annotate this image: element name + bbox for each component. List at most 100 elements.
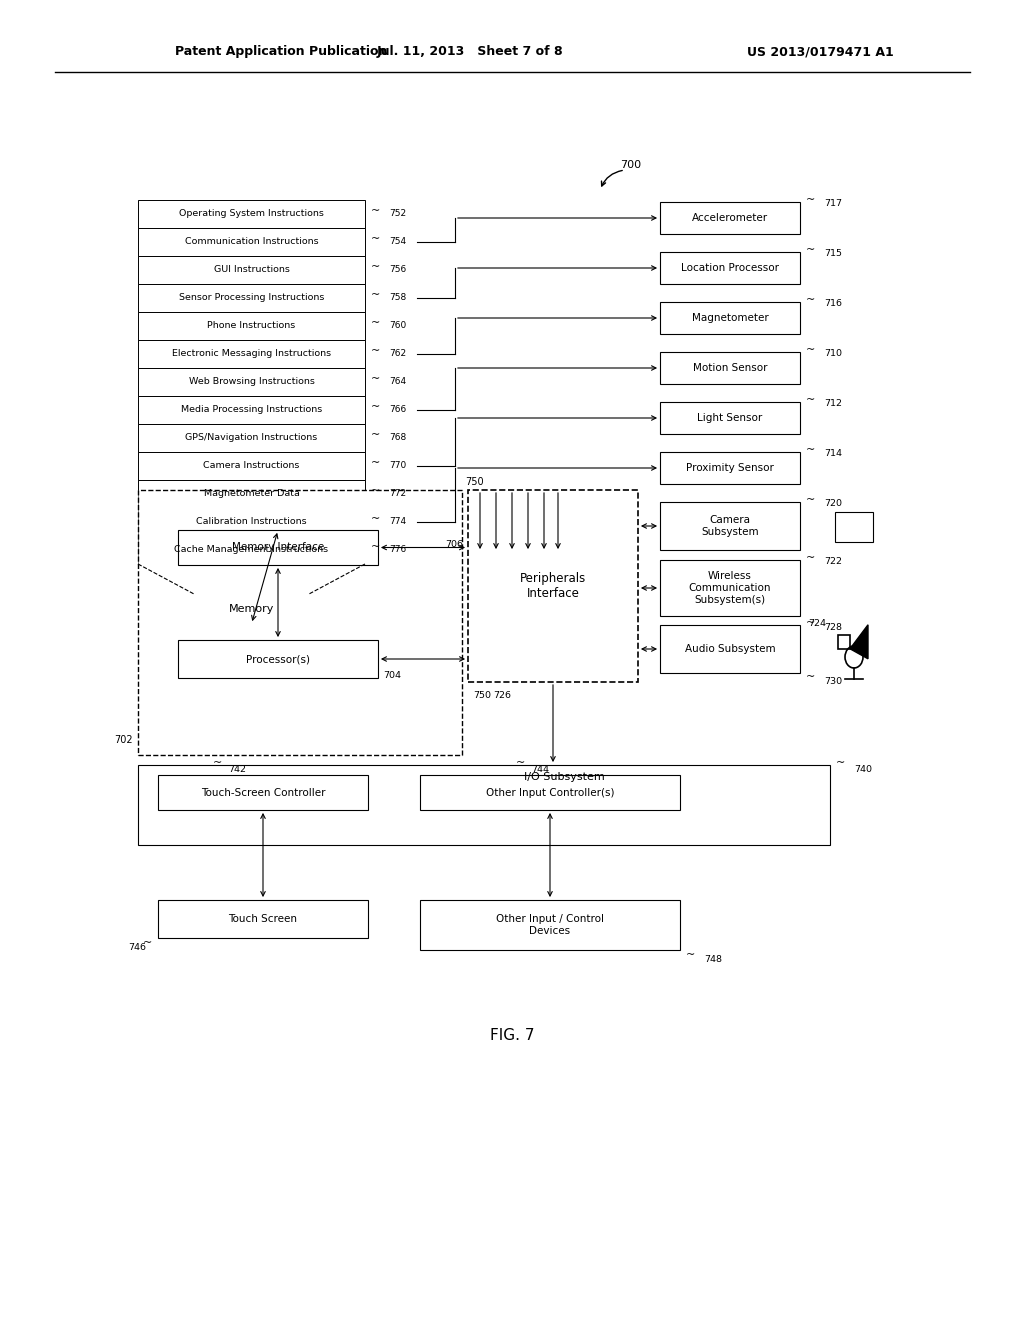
- Text: Peripherals
Interface: Peripherals Interface: [520, 572, 586, 601]
- Bar: [138, 536, 365, 564]
- Text: ~: ~: [806, 395, 815, 405]
- Text: ~: ~: [806, 553, 815, 564]
- Text: 766: 766: [389, 405, 407, 414]
- Text: 762: 762: [389, 350, 407, 359]
- Text: 716: 716: [824, 300, 842, 309]
- Text: 742: 742: [228, 764, 246, 774]
- Bar: [660, 302, 800, 334]
- Text: 754: 754: [389, 238, 407, 247]
- Text: 726: 726: [493, 692, 511, 701]
- Text: Light Sensor: Light Sensor: [697, 413, 763, 422]
- Text: Wireless
Communication
Subsystem(s): Wireless Communication Subsystem(s): [689, 572, 771, 605]
- Text: 746: 746: [128, 944, 146, 953]
- Text: ~: ~: [806, 618, 815, 628]
- Text: ~: ~: [806, 345, 815, 355]
- Text: 744: 744: [531, 764, 549, 774]
- Bar: [660, 624, 800, 673]
- Text: 700: 700: [620, 160, 641, 170]
- Text: Other Input / Control
Devices: Other Input / Control Devices: [496, 915, 604, 936]
- Text: Magnetometer: Magnetometer: [691, 313, 768, 323]
- Text: Camera Instructions: Camera Instructions: [204, 462, 300, 470]
- Text: GUI Instructions: GUI Instructions: [214, 265, 290, 275]
- Text: 717: 717: [824, 199, 842, 209]
- Text: Accelerometer: Accelerometer: [692, 213, 768, 223]
- Bar: [138, 451, 365, 480]
- Text: I/O Subsystem: I/O Subsystem: [523, 772, 604, 781]
- Bar: [138, 508, 365, 536]
- Text: Magnetometer Data: Magnetometer Data: [204, 490, 299, 499]
- Text: ~: ~: [371, 234, 380, 244]
- Text: 758: 758: [389, 293, 407, 302]
- Text: Location Processor: Location Processor: [681, 263, 779, 273]
- Text: ~: ~: [142, 939, 152, 948]
- Text: ~: ~: [371, 206, 380, 216]
- Bar: [138, 284, 365, 312]
- Bar: [138, 490, 462, 755]
- Bar: [138, 256, 365, 284]
- Text: 740: 740: [854, 764, 872, 774]
- Text: Jul. 11, 2013   Sheet 7 of 8: Jul. 11, 2013 Sheet 7 of 8: [377, 45, 563, 58]
- Text: 720: 720: [824, 499, 842, 508]
- Bar: [468, 490, 638, 682]
- Text: 748: 748: [705, 956, 722, 965]
- Text: Memory Interface: Memory Interface: [231, 543, 325, 553]
- Text: ~: ~: [213, 758, 222, 768]
- Text: Other Input Controller(s): Other Input Controller(s): [485, 788, 614, 797]
- Text: ~: ~: [371, 290, 380, 300]
- Text: ~: ~: [806, 246, 815, 255]
- Text: 752: 752: [389, 210, 407, 219]
- Text: 768: 768: [389, 433, 407, 442]
- Text: 776: 776: [389, 545, 407, 554]
- Text: Camera
Subsystem: Camera Subsystem: [701, 515, 759, 537]
- Text: 724: 724: [808, 619, 826, 628]
- Bar: [660, 352, 800, 384]
- Bar: [660, 403, 800, 434]
- Text: Touch Screen: Touch Screen: [228, 913, 298, 924]
- Text: 710: 710: [824, 350, 842, 359]
- Text: 750: 750: [473, 692, 490, 701]
- Text: 730: 730: [824, 676, 842, 685]
- Text: ~: ~: [371, 486, 380, 496]
- Text: Patent Application Publication: Patent Application Publication: [175, 45, 387, 58]
- Bar: [138, 480, 365, 508]
- Text: Calibration Instructions: Calibration Instructions: [197, 517, 307, 527]
- Text: ~: ~: [371, 403, 380, 412]
- Bar: [420, 900, 680, 950]
- Text: ~: ~: [516, 758, 525, 768]
- Bar: [660, 252, 800, 284]
- Text: ~: ~: [371, 261, 380, 272]
- Bar: [158, 900, 368, 939]
- Text: Memory: Memory: [228, 605, 274, 614]
- Text: 712: 712: [824, 400, 842, 408]
- Text: 706: 706: [445, 540, 463, 549]
- Text: 715: 715: [824, 249, 842, 259]
- Bar: [420, 775, 680, 810]
- Bar: [138, 341, 365, 368]
- Text: ~: ~: [371, 458, 380, 469]
- Text: Web Browsing Instructions: Web Browsing Instructions: [188, 378, 314, 387]
- Text: ~: ~: [371, 318, 380, 327]
- Text: Touch-Screen Controller: Touch-Screen Controller: [201, 788, 326, 797]
- Bar: [138, 312, 365, 341]
- Text: 728: 728: [824, 623, 842, 631]
- Bar: [660, 451, 800, 484]
- Bar: [158, 775, 368, 810]
- Text: ~: ~: [686, 950, 695, 960]
- Bar: [835, 512, 873, 543]
- Bar: [138, 766, 830, 845]
- Text: ~: ~: [371, 346, 380, 356]
- Text: Communication Instructions: Communication Instructions: [184, 238, 318, 247]
- Text: 722: 722: [824, 557, 842, 566]
- Bar: [138, 368, 365, 396]
- Text: Proximity Sensor: Proximity Sensor: [686, 463, 774, 473]
- Text: 760: 760: [389, 322, 407, 330]
- Text: ~: ~: [806, 195, 815, 205]
- Bar: [138, 424, 365, 451]
- Bar: [178, 640, 378, 678]
- Polygon shape: [850, 624, 868, 659]
- Text: 704: 704: [383, 671, 401, 680]
- Bar: [660, 502, 800, 550]
- Bar: [838, 635, 850, 649]
- Text: Motion Sensor: Motion Sensor: [693, 363, 767, 374]
- Text: 770: 770: [389, 462, 407, 470]
